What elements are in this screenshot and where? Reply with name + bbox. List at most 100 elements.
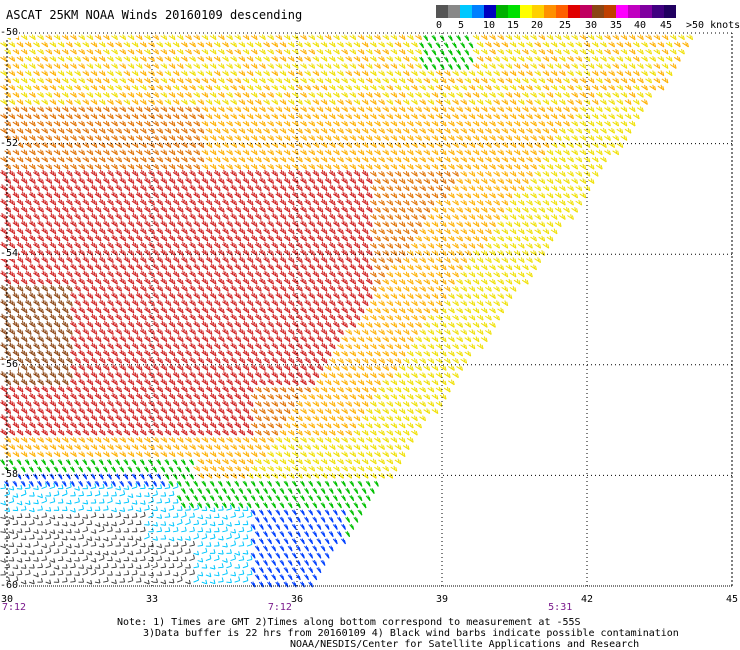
wind-barb — [144, 492, 150, 497]
wind-barb — [267, 34, 275, 41]
wind-barb — [386, 257, 394, 264]
wind-barb — [300, 335, 307, 343]
wind-barb — [74, 113, 81, 120]
wind-barb — [521, 278, 529, 285]
wind-barb — [86, 292, 94, 299]
wind-barb — [94, 135, 102, 141]
wind-barb — [608, 84, 615, 91]
wind-barb — [156, 241, 164, 249]
wind-barb — [521, 149, 529, 156]
wind-barb — [435, 242, 443, 249]
wind-barb — [287, 545, 293, 552]
wind-barb — [361, 198, 369, 206]
wind-barb — [74, 385, 81, 393]
wind-barb — [209, 177, 217, 184]
wind-barb — [226, 306, 233, 314]
wind-barb — [37, 349, 44, 357]
wind-barb — [452, 257, 459, 264]
wind-barb — [526, 228, 533, 235]
wind-barb — [390, 178, 398, 184]
wind-barb — [254, 70, 262, 77]
wind-barb — [41, 444, 49, 450]
wind-barb — [180, 488, 186, 494]
wind-barb — [49, 514, 56, 520]
wind-barb — [102, 248, 110, 256]
wind-barb — [4, 349, 12, 357]
wind-barb — [365, 465, 373, 472]
wind-barb — [78, 437, 86, 443]
colorbar-swatch — [640, 5, 652, 18]
wind-barb — [49, 227, 57, 235]
wind-barb — [168, 392, 176, 400]
wind-barb — [423, 235, 431, 242]
wind-barb — [361, 299, 369, 307]
wind-barb — [45, 292, 53, 299]
wind-barb — [320, 531, 326, 538]
wind-barb — [127, 34, 135, 41]
wind-barb — [369, 171, 377, 177]
pass-time-label: 7:12 — [268, 602, 292, 613]
wind-barb — [337, 313, 344, 321]
wind-barb — [419, 199, 427, 206]
wind-barb — [57, 414, 65, 422]
wind-barb — [382, 465, 390, 472]
wind-barb — [295, 84, 303, 91]
wind-barb — [107, 256, 114, 264]
wind-barb — [160, 106, 168, 113]
wind-barb — [197, 385, 205, 393]
wind-barb — [201, 191, 209, 199]
wind-barb — [74, 299, 81, 307]
wind-barb — [127, 205, 135, 213]
wind-barb — [172, 459, 178, 466]
wind-barb — [300, 120, 307, 127]
wind-barb — [103, 577, 109, 583]
wind-barb — [135, 263, 143, 271]
wind-barb — [382, 77, 390, 84]
wind-barb — [181, 569, 187, 576]
wind-barb — [308, 48, 316, 55]
wind-barb — [558, 142, 566, 149]
wind-barb — [41, 142, 49, 149]
wind-barb — [517, 41, 525, 48]
wind-barb — [213, 142, 221, 149]
wind-barb — [135, 34, 143, 41]
wind-barb — [62, 564, 68, 569]
wind-barb — [497, 264, 505, 271]
wind-barb — [267, 48, 275, 55]
wind-barb — [156, 527, 163, 533]
wind-barb — [57, 459, 63, 466]
wind-barb — [82, 514, 89, 519]
wind-barb — [365, 106, 373, 113]
wind-barb — [217, 77, 225, 84]
wind-barb — [222, 569, 228, 576]
wind-barb — [41, 327, 49, 335]
wind-barb — [61, 421, 69, 429]
wind-barb — [435, 70, 443, 77]
wind-barb — [189, 459, 194, 466]
wind-barb — [28, 451, 36, 458]
wind-barb — [271, 70, 279, 77]
wind-barb — [328, 227, 336, 235]
wind-barb — [612, 77, 620, 84]
wind-barb — [550, 70, 558, 77]
wind-barb — [411, 300, 418, 307]
wind-barb — [526, 171, 533, 177]
wind-barb — [283, 306, 291, 314]
wind-barb — [238, 488, 244, 494]
wind-barb — [505, 293, 513, 299]
wind-barb — [476, 127, 484, 134]
wind-barb — [328, 488, 334, 494]
wind-barb — [628, 106, 636, 113]
wind-barb — [275, 349, 283, 357]
wind-barb — [357, 509, 363, 516]
wind-barb — [201, 495, 207, 502]
wind-barb — [135, 536, 142, 541]
wind-barb — [209, 234, 217, 242]
wind-barb — [226, 378, 233, 386]
wind-barb — [275, 63, 283, 69]
wind-barb — [53, 335, 61, 343]
wind-barb — [489, 278, 496, 285]
wind-barb — [234, 506, 241, 512]
wind-barb — [197, 472, 205, 479]
wind-barb — [123, 313, 131, 321]
